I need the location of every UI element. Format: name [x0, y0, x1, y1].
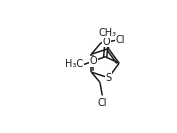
Text: O: O [102, 37, 110, 47]
Text: Cl: Cl [116, 35, 125, 45]
Text: Cl: Cl [98, 98, 107, 108]
Text: H₃C: H₃C [65, 59, 83, 69]
Text: S: S [105, 73, 112, 83]
Text: O: O [90, 56, 97, 66]
Text: CH₃: CH₃ [98, 28, 116, 38]
